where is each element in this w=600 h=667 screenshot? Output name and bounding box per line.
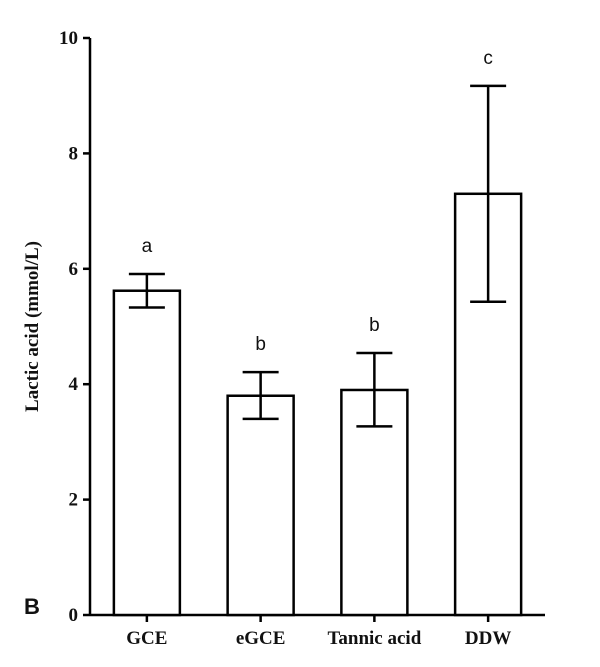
error-bar [356,351,393,428]
x-tick-label: Tannic acid [327,628,421,649]
significance-label: b [369,315,380,336]
error-bar [242,370,279,421]
significance-label: b [255,334,266,355]
bars: a b b c [112,48,523,617]
error-bar [470,84,507,303]
x-tick-label: GCE [126,628,167,649]
x-tick-label: DDW [465,628,511,649]
bar-egce [226,394,295,617]
panel-letter: B [24,594,40,619]
bar-ddw [453,192,523,617]
y-tick-label: 2 [69,490,79,511]
x-tick-labels: GCE eGCE Tannic acid DDW [126,615,511,649]
y-tick-label: 10 [59,28,78,49]
y-tick-label: 0 [69,605,79,626]
y-axis-label: Lactic acid (mmol/L) [22,241,43,412]
y-tick-label: 4 [69,374,79,395]
significance-label: c [483,48,493,69]
error-bar [128,272,165,309]
y-tick-label: 8 [69,143,79,164]
y-ticks: 0 2 4 6 8 10 [59,28,90,626]
bar-gce [112,289,182,617]
significance-label: a [142,236,153,257]
y-tick-label: 6 [69,259,79,280]
x-tick-label: eGCE [236,628,286,649]
